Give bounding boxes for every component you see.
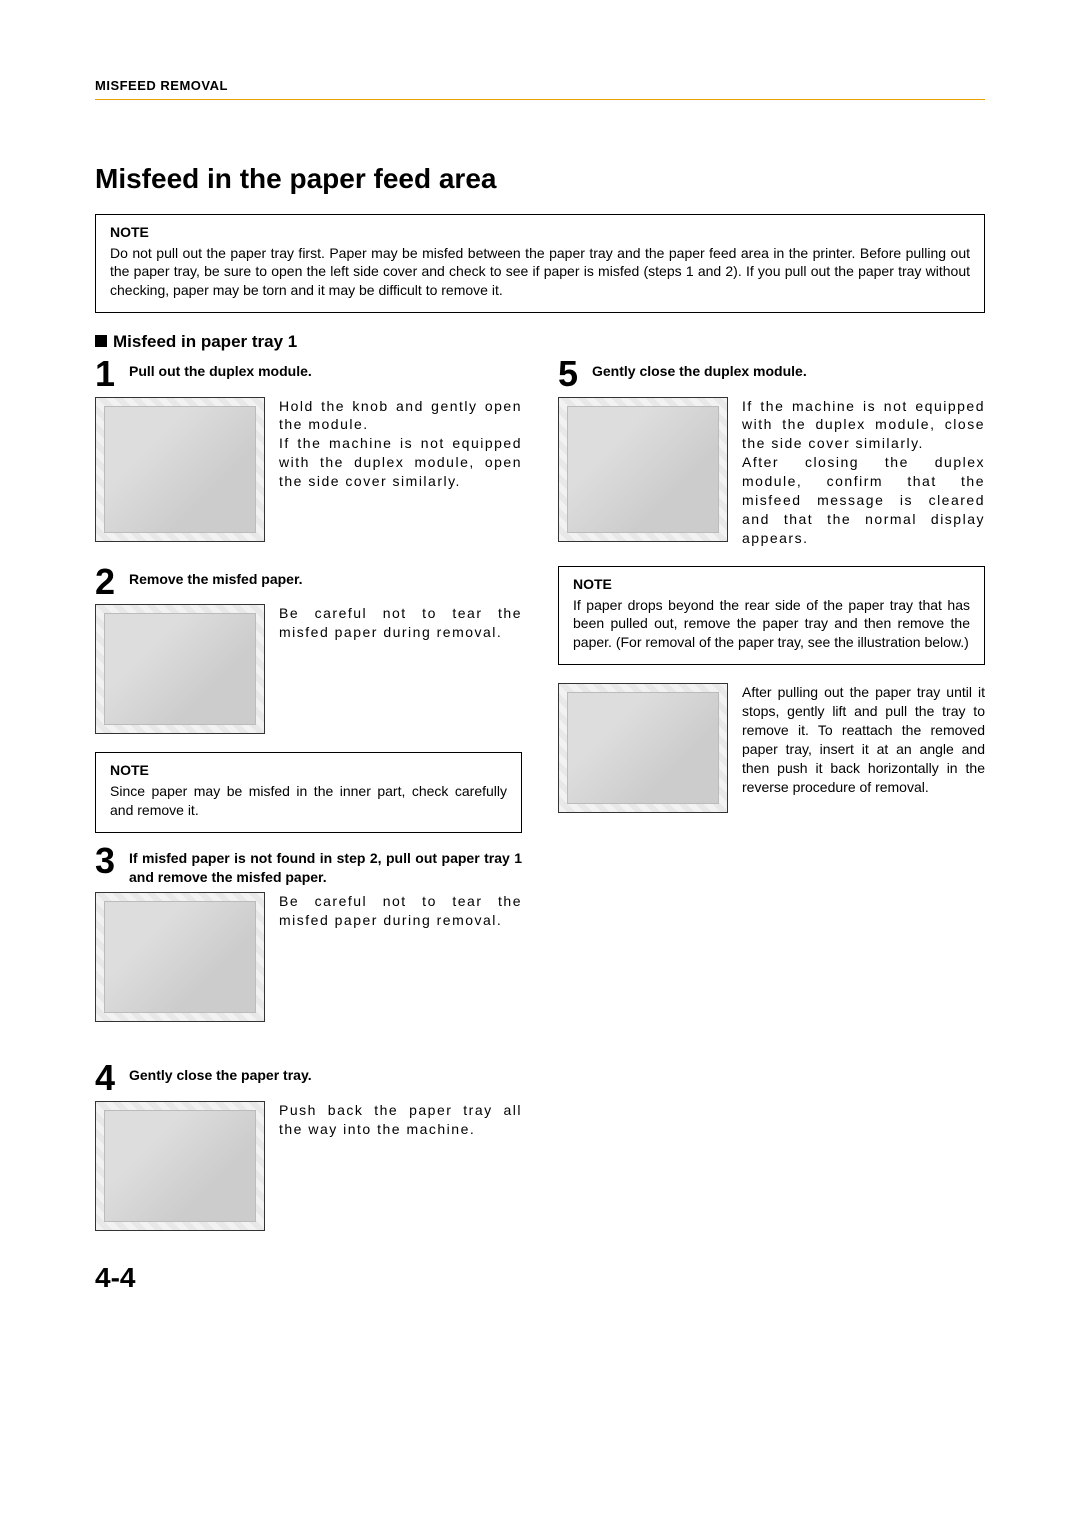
page-title: Misfeed in the paper feed area [95,160,985,198]
note-text: Do not pull out the paper tray first. Pa… [110,244,970,301]
note-text: If paper drops beyond the rear side of t… [573,596,970,653]
note-box-top: NOTE Do not pull out the paper tray firs… [95,214,985,314]
step-1-body: Hold the knob and gently open the module… [95,397,522,542]
step-4-body: Push back the paper tray all the way int… [95,1101,522,1231]
note-text: Since paper may be misfed in the inner p… [110,782,507,820]
note-label: NOTE [110,223,970,242]
step-number: 2 [95,566,123,598]
page-header: MISFEED REMOVAL [95,76,985,100]
step-4-header: 4 Gently close the paper tray. [95,1062,522,1094]
illustration-pull-tray [95,892,265,1022]
subsection-title: Misfeed in paper tray 1 [95,331,985,354]
illustration-close-tray [95,1101,265,1231]
section-label: MISFEED REMOVAL [95,78,228,93]
step-2-body: Be careful not to tear the misfed paper … [95,604,522,734]
step-number: 5 [558,358,586,390]
content-columns: 1 Pull out the duplex module. Hold the k… [95,358,985,1296]
illustration-close-duplex [558,397,728,542]
step-1-header: 1 Pull out the duplex module. [95,358,522,390]
page-number: 4-4 [95,1259,522,1297]
note-box-step5: NOTE If paper drops beyond the rear side… [558,566,985,666]
step-3-header: 3 If misfed paper is not found in step 2… [95,845,522,887]
square-bullet-icon [95,335,107,347]
step-title: Pull out the duplex module. [129,358,312,381]
tray-removal-body: After pulling out the paper tray until i… [558,683,985,813]
step-title: Gently close the duplex module. [592,358,807,381]
step-number: 1 [95,358,123,390]
step-title: If misfed paper is not found in step 2, … [129,845,522,887]
step-title: Gently close the paper tray. [129,1062,312,1085]
step-number: 3 [95,845,123,877]
step-5-text: If the machine is not equipped with the … [742,397,985,548]
right-column: 5 Gently close the duplex module. If the… [558,358,985,1296]
step-1-text: Hold the knob and gently open the module… [279,397,522,542]
note-label: NOTE [573,575,970,594]
illustration-remove-paper [95,604,265,734]
step-3-body: Be careful not to tear the misfed paper … [95,892,522,1022]
step-2-header: 2 Remove the misfed paper. [95,566,522,598]
illustration-duplex-open [95,397,265,542]
subsection-text: Misfeed in paper tray 1 [113,332,297,351]
step-title: Remove the misfed paper. [129,566,303,589]
step-5-header: 5 Gently close the duplex module. [558,358,985,390]
illustration-tray-removal [558,683,728,813]
tray-removal-text: After pulling out the paper tray until i… [742,683,985,813]
step-5-body: If the machine is not equipped with the … [558,397,985,548]
note-box-step2: NOTE Since paper may be misfed in the in… [95,752,522,833]
note-label: NOTE [110,761,507,780]
left-column: 1 Pull out the duplex module. Hold the k… [95,358,522,1296]
step-4-text: Push back the paper tray all the way int… [279,1101,522,1231]
step-3-text: Be careful not to tear the misfed paper … [279,892,522,1022]
step-number: 4 [95,1062,123,1094]
step-2-text: Be careful not to tear the misfed paper … [279,604,522,734]
